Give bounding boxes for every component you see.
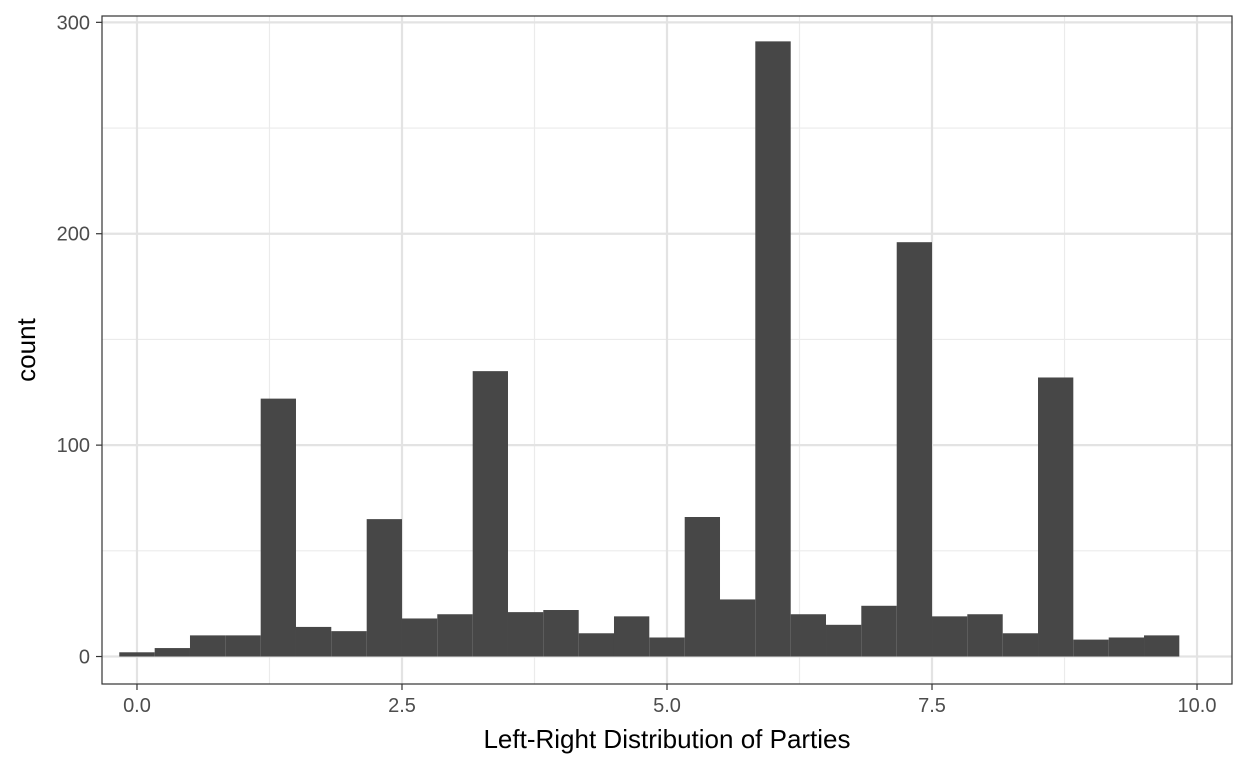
histogram-bar	[119, 652, 155, 657]
x-axis: 0.0 2.5 5.0 7.5 10.0	[123, 684, 1216, 717]
x-tick-label: 7.5	[918, 695, 946, 717]
y-axis-title: count	[11, 317, 41, 381]
histogram-bar	[295, 626, 332, 657]
y-tick-label: 300	[57, 12, 90, 34]
y-tick-label: 100	[57, 435, 90, 457]
histogram-bar	[861, 605, 897, 657]
y-axis: 0 100 200 300	[57, 12, 102, 669]
x-tick-label: 2.5	[388, 695, 416, 717]
histogram-bar	[154, 648, 190, 657]
histogram-bar	[755, 41, 791, 657]
histogram-bar	[613, 616, 650, 657]
x-tick-label: 10.0	[1178, 695, 1217, 717]
histogram-bar	[189, 635, 226, 657]
histogram-bar	[1073, 639, 1109, 657]
x-tick-label: 5.0	[653, 695, 681, 717]
histogram-bar	[1144, 635, 1180, 657]
y-tick-label: 0	[79, 647, 90, 669]
histogram-bar	[437, 614, 473, 657]
histogram-bar	[366, 519, 402, 657]
histogram-bar	[932, 616, 968, 657]
histogram-bar	[260, 398, 296, 657]
histogram-bar	[720, 599, 756, 657]
y-tick-label: 200	[57, 224, 90, 246]
histogram-bar	[1108, 637, 1145, 657]
histogram-bar	[401, 618, 438, 657]
histogram-bar	[578, 633, 614, 657]
histogram-bar	[1038, 377, 1074, 657]
histogram-bar	[649, 637, 685, 657]
x-tick-label: 0.0	[123, 695, 151, 717]
histogram-bar	[331, 631, 367, 657]
histogram-bar	[967, 614, 1003, 657]
histogram-bar	[225, 635, 261, 657]
histogram-bar	[472, 371, 508, 657]
x-axis-title: Left-Right Distribution of Parties	[483, 724, 850, 754]
histogram-bar	[684, 517, 721, 657]
histogram-bar	[1002, 633, 1039, 657]
histogram-bar	[790, 614, 827, 657]
histogram-bar	[896, 242, 933, 657]
histogram-bars	[119, 41, 1180, 657]
histogram-bar	[507, 612, 544, 657]
histogram-bar	[543, 610, 579, 657]
histogram-bar	[826, 624, 862, 657]
